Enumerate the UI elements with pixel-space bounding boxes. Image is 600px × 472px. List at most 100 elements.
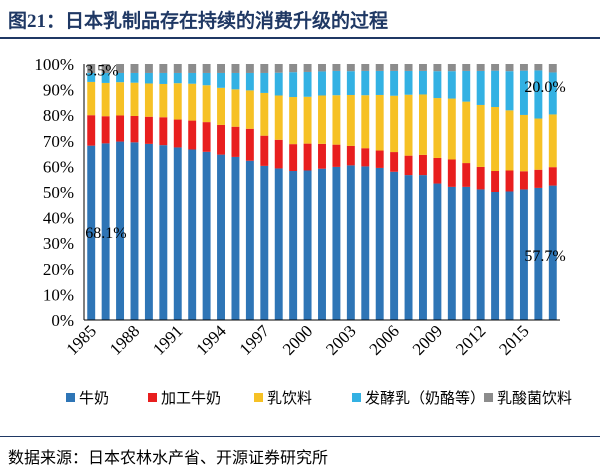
bar-segment (346, 64, 355, 72)
bar-segment (260, 135, 269, 166)
bar-segment (231, 72, 240, 90)
bar-segment (476, 64, 485, 71)
bar-segment (447, 64, 456, 72)
bar-segment (303, 64, 312, 72)
legend-swatch (254, 393, 263, 402)
bar-segment (116, 115, 125, 142)
figure-title: 图21：日本乳制品存在持续的消费升级的过程 (8, 11, 389, 32)
bar-segment (101, 64, 110, 73)
bar-segment (332, 166, 341, 320)
bar-segment (144, 143, 153, 320)
bar-segment (534, 169, 543, 188)
bar-segment (260, 92, 269, 136)
bar-segment (188, 72, 197, 84)
bar-segment (462, 163, 471, 187)
bar-segment (260, 64, 269, 73)
y-tick-label: 0% (51, 311, 74, 330)
bar-segment (101, 116, 110, 144)
bar-segment (548, 167, 557, 186)
bar-segment (346, 165, 355, 320)
legend-swatch (352, 393, 361, 402)
y-tick-label: 50% (43, 183, 74, 202)
bar-segment (274, 95, 283, 140)
bar-segment (491, 70, 500, 108)
x-tick-label: 1991 (149, 321, 186, 358)
bar-segment (519, 64, 528, 71)
bar-segment (116, 82, 125, 116)
bar-segment (375, 94, 384, 151)
bar-segment (390, 70, 399, 96)
bar-segment (462, 186, 471, 320)
bar-segment (202, 151, 211, 320)
bar-segment (433, 157, 442, 184)
bar-segment (231, 156, 240, 320)
bar-segment (202, 64, 211, 73)
bar-segment (318, 64, 326, 72)
bar-segment (101, 143, 110, 320)
bar-segment (318, 95, 326, 144)
bar-segment (274, 72, 283, 96)
x-axis-labels: 1985 1988 1991 1994 1997 2000 2003 2006 2009 2012… (63, 321, 533, 359)
bar-segment (433, 71, 442, 99)
y-tick-label: 80% (43, 106, 74, 125)
bar-segment (116, 72, 125, 83)
title-underline (0, 37, 600, 39)
data-annotation: 3.5% (85, 63, 118, 80)
bar-segment (375, 64, 384, 71)
bar-segment (419, 175, 427, 320)
bar-segment (159, 145, 168, 320)
bar-segment (447, 159, 456, 187)
bar-segment (318, 71, 326, 96)
bar-segment (303, 96, 312, 144)
bar-segment (462, 70, 471, 102)
bar-segment (217, 72, 225, 88)
bar-segment (519, 70, 528, 115)
x-tick-label: 2012 (452, 321, 489, 358)
y-tick-label: 30% (43, 234, 74, 253)
bar-segment (245, 72, 254, 91)
stacked-bar-chart: 0% 10% 20% 30% 40% 50% 60% 70% 80% 90% 100% 1985 19… (34, 55, 572, 407)
bar-segment (332, 64, 341, 71)
bar-segment (144, 72, 153, 84)
bar-segment (361, 166, 370, 320)
bar-segment (245, 160, 254, 320)
bar-segment (332, 95, 341, 145)
source-note: 数据来源：日本农林水产省、开源证券研究所 (8, 450, 329, 467)
bar-segment (375, 150, 384, 168)
bar-segment (548, 72, 557, 115)
bar-segment (101, 72, 110, 83)
x-tick-label: 1997 (236, 321, 274, 359)
bar-segment (101, 82, 110, 117)
bar-segment (404, 64, 413, 71)
bar-segment (144, 64, 153, 73)
bar-segment (419, 154, 427, 176)
bar-segment (491, 107, 500, 172)
bar-segment (476, 189, 485, 320)
bar-segment (260, 72, 269, 93)
x-tick-label: 2006 (365, 321, 402, 358)
y-tick-label: 60% (43, 157, 74, 176)
legend-label: 乳饮料 (267, 389, 312, 407)
bar-segment (375, 167, 384, 320)
bar-segment (173, 64, 182, 73)
bar-segment (260, 165, 269, 320)
bar-segment (159, 117, 168, 146)
bar-segment (217, 124, 225, 155)
y-tick-label: 90% (43, 81, 74, 100)
bar-segment (491, 192, 500, 320)
y-tick-label: 10% (43, 285, 74, 304)
bar-segment (173, 147, 182, 320)
bar-segment (144, 116, 153, 144)
bar-segment (87, 81, 96, 116)
bar-segment (318, 143, 326, 169)
bar-segment (274, 168, 283, 320)
bar-segment (245, 64, 254, 73)
bar-segment (303, 170, 312, 320)
bar-segment (217, 64, 225, 73)
bar-segment (130, 72, 139, 83)
data-annotation: 20.0% (524, 79, 565, 96)
bar-segment (173, 83, 182, 120)
bar-segment (245, 90, 254, 129)
bar-segment (534, 187, 543, 320)
footer-divider (0, 436, 600, 437)
